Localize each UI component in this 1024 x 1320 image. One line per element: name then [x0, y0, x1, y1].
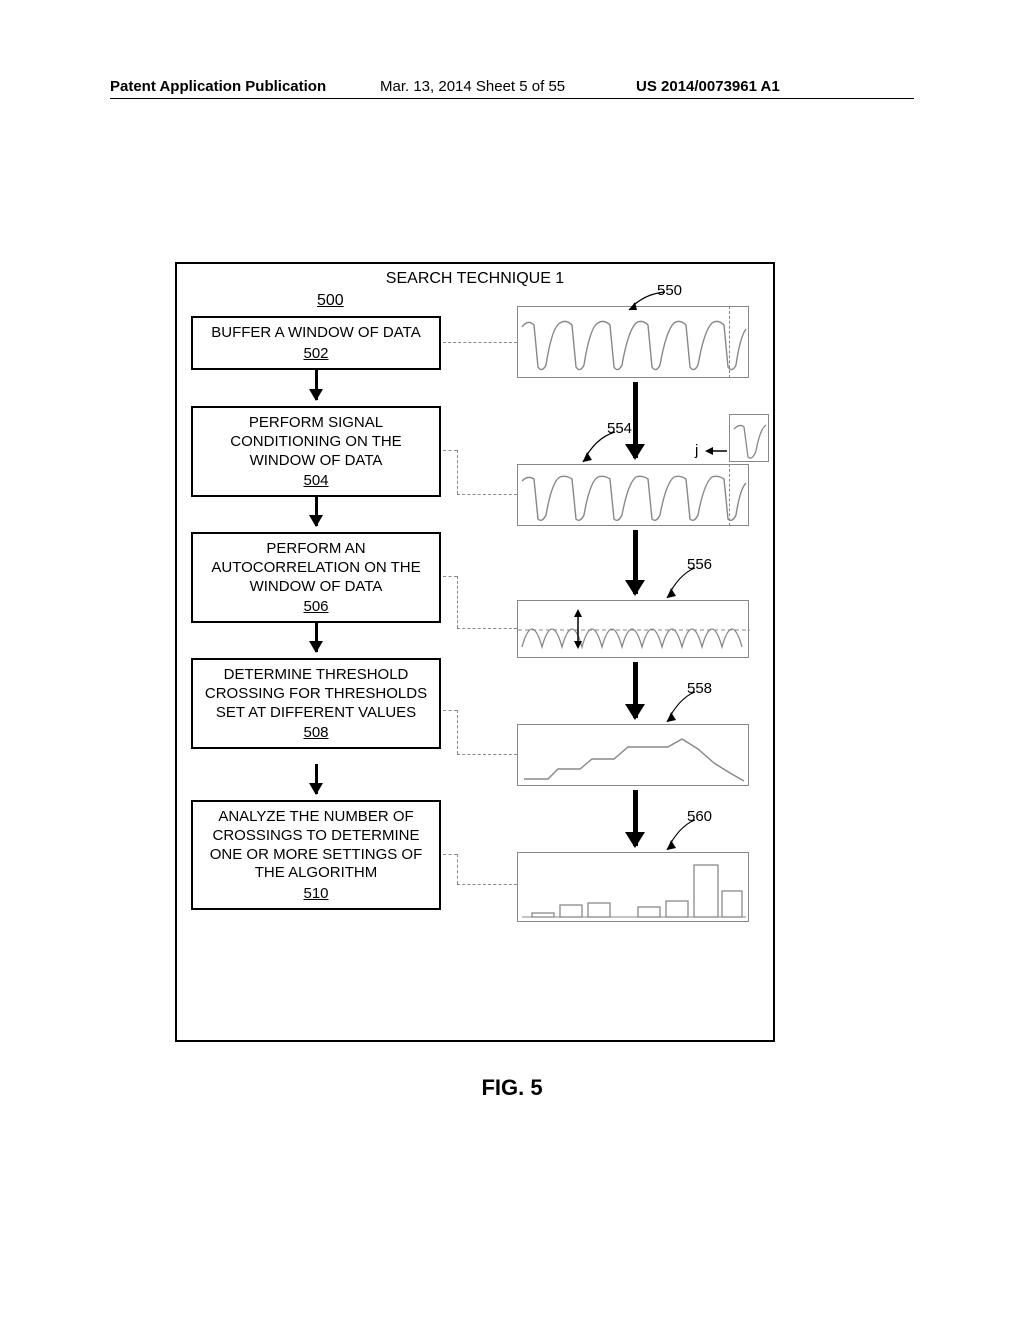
- flow-text-510: ANALYZE THE NUMBER OF CROSSINGS TO DETER…: [210, 808, 423, 881]
- dash-504-v: [457, 450, 458, 494]
- ref-lead-560: [661, 816, 697, 854]
- dash-508-h1: [443, 710, 457, 711]
- flow-ref-510: 510: [197, 885, 435, 904]
- flow-box-508: DETERMINE THRESHOLD CROSSING FOR THRESHO…: [191, 658, 441, 749]
- diagram-outer-box: SEARCH TECHNIQUE 1 500 BUFFER A WINDOW O…: [175, 262, 775, 1042]
- bars-560: [518, 853, 750, 923]
- big-arrow-4: [633, 790, 638, 846]
- flow-ref-504: 504: [197, 472, 435, 491]
- dash-506-h2: [457, 628, 517, 629]
- ref-lead-550: [623, 288, 667, 314]
- flow-box-504: PERFORM SIGNAL CONDITIONING ON THE WINDO…: [191, 406, 441, 497]
- dash-504-h2: [457, 494, 517, 495]
- dash-510-h2: [457, 884, 517, 885]
- dash-508-h2: [457, 754, 517, 755]
- diagram-title: SEARCH TECHNIQUE 1: [177, 270, 773, 288]
- waveform-556: [518, 601, 750, 659]
- j-arrow: [703, 444, 729, 458]
- flow-ref-508: 508: [197, 724, 435, 743]
- big-arrow-1: [633, 382, 638, 458]
- figure-caption: FIG. 5: [0, 1075, 1024, 1101]
- flow-arrow-1: [315, 370, 318, 400]
- flow-arrow-4: [315, 764, 318, 794]
- dash-550-r: [729, 306, 730, 378]
- graph-550: [517, 306, 749, 378]
- graph-558: [517, 724, 749, 786]
- header-rule: [110, 98, 914, 99]
- patent-page: Patent Application Publication Mar. 13, …: [0, 0, 1024, 1320]
- flow-text-506: PERFORM AN AUTOCORRELATION ON THE WINDOW…: [211, 540, 420, 595]
- waveform-j: [730, 415, 770, 463]
- flow-text-504: PERFORM SIGNAL CONDITIONING ON THE WINDO…: [230, 414, 401, 469]
- flow-box-506: PERFORM AN AUTOCORRELATION ON THE WINDOW…: [191, 532, 441, 623]
- flow-text-502: BUFFER A WINDOW OF DATA: [211, 324, 420, 341]
- dash-508-v: [457, 710, 458, 754]
- dash-510-v: [457, 854, 458, 884]
- flow-arrow-3: [315, 622, 318, 652]
- dash-504-h1: [443, 450, 457, 451]
- header-right: US 2014/0073961 A1: [636, 78, 780, 95]
- dash-510-h1: [443, 854, 457, 855]
- waveform-558: [518, 725, 750, 787]
- ref-lead-556: [661, 564, 697, 602]
- flow-ref-506: 506: [197, 598, 435, 617]
- dash-506-h1: [443, 576, 457, 577]
- ref-lead-554: [577, 428, 617, 468]
- flow-ref-502: 502: [197, 345, 435, 364]
- dash-506-v: [457, 576, 458, 628]
- big-arrow-2: [633, 530, 638, 594]
- flow-arrow-2: [315, 496, 318, 526]
- header-left: Patent Application Publication: [110, 78, 326, 95]
- waveform-554: [518, 465, 750, 527]
- flow-text-508: DETERMINE THRESHOLD CROSSING FOR THRESHO…: [205, 666, 427, 721]
- j-label: j: [695, 442, 698, 459]
- dash-554-r: [729, 464, 730, 526]
- graph-560: [517, 852, 749, 922]
- flow-box-510: ANALYZE THE NUMBER OF CROSSINGS TO DETER…: [191, 800, 441, 910]
- graph-556: [517, 600, 749, 658]
- dash-502: [443, 342, 517, 343]
- graph-554: [517, 464, 749, 526]
- header-mid: Mar. 13, 2014 Sheet 5 of 55: [380, 78, 565, 95]
- big-arrow-3: [633, 662, 638, 718]
- graph-j-inset: [729, 414, 769, 462]
- ref-lead-558: [661, 688, 697, 726]
- ref-500: 500: [317, 292, 344, 310]
- waveform-550: [518, 307, 750, 379]
- flow-box-502: BUFFER A WINDOW OF DATA 502: [191, 316, 441, 370]
